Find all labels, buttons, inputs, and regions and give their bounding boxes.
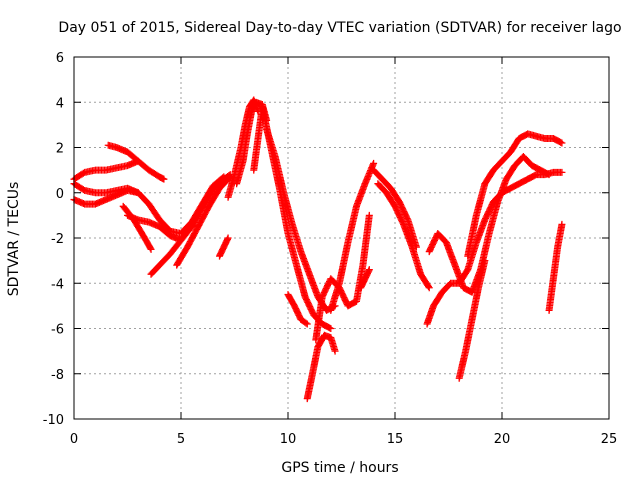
data-point — [146, 244, 154, 252]
series-arc20 — [374, 180, 433, 292]
x-tick-label: 25 — [601, 432, 618, 447]
series-arc6 — [119, 202, 155, 253]
series-arc17 — [327, 159, 378, 314]
axes: 0 5 10 15 20 25 -10 -8 -6 -4 -2 0 2 4 6 — [43, 51, 618, 447]
series-arc25 — [545, 220, 566, 314]
data-point — [481, 257, 489, 265]
y-axis-label: SDTVAR / TECUs — [6, 182, 22, 297]
series-arc18 — [357, 266, 373, 292]
y-tick-label: -2 — [51, 232, 64, 247]
x-tick-label: 0 — [70, 432, 78, 447]
y-tick-label: 6 — [56, 51, 64, 66]
data-point — [558, 139, 566, 147]
data-point — [160, 175, 168, 183]
y-tick-label: -4 — [51, 277, 64, 292]
y-tick-label: -10 — [43, 413, 64, 428]
series-arc2 — [104, 141, 168, 183]
y-tick-label: 4 — [56, 96, 64, 111]
y-tick-label: -6 — [51, 323, 64, 338]
series-arc24 — [464, 130, 566, 260]
data-point — [424, 283, 432, 291]
data-point — [425, 284, 433, 292]
data-point — [147, 245, 155, 253]
series-arc14 — [284, 291, 311, 328]
data-point — [331, 347, 339, 355]
y-tick-label: 0 — [56, 187, 64, 202]
series-arc9 — [216, 234, 232, 260]
series-arc16 — [312, 211, 373, 344]
data-point — [224, 234, 232, 242]
x-tick-label: 15 — [387, 432, 404, 447]
data-point — [327, 325, 335, 332]
series-arc23 — [455, 257, 489, 382]
series-arc15 — [303, 331, 339, 403]
data-point — [302, 319, 310, 327]
chart-title: Day 051 of 2015, Sidereal Day-to-day VTE… — [58, 20, 621, 36]
data-point — [365, 211, 373, 219]
series-arc8 — [173, 173, 234, 269]
data-point — [545, 171, 553, 179]
data-point — [558, 168, 566, 176]
y-tick-label: 2 — [56, 142, 64, 157]
data-point — [303, 320, 311, 328]
data-point — [558, 220, 566, 228]
data-point — [365, 266, 373, 274]
data-series — [70, 96, 566, 403]
y-tick-label: -8 — [51, 368, 64, 383]
x-axis-label: GPS time / hours — [281, 460, 398, 476]
x-tick-label: 20 — [494, 432, 511, 447]
x-tick-label: 10 — [280, 432, 297, 447]
grid-lines — [74, 57, 609, 419]
data-point — [370, 159, 378, 167]
x-tick-label: 5 — [177, 432, 185, 447]
